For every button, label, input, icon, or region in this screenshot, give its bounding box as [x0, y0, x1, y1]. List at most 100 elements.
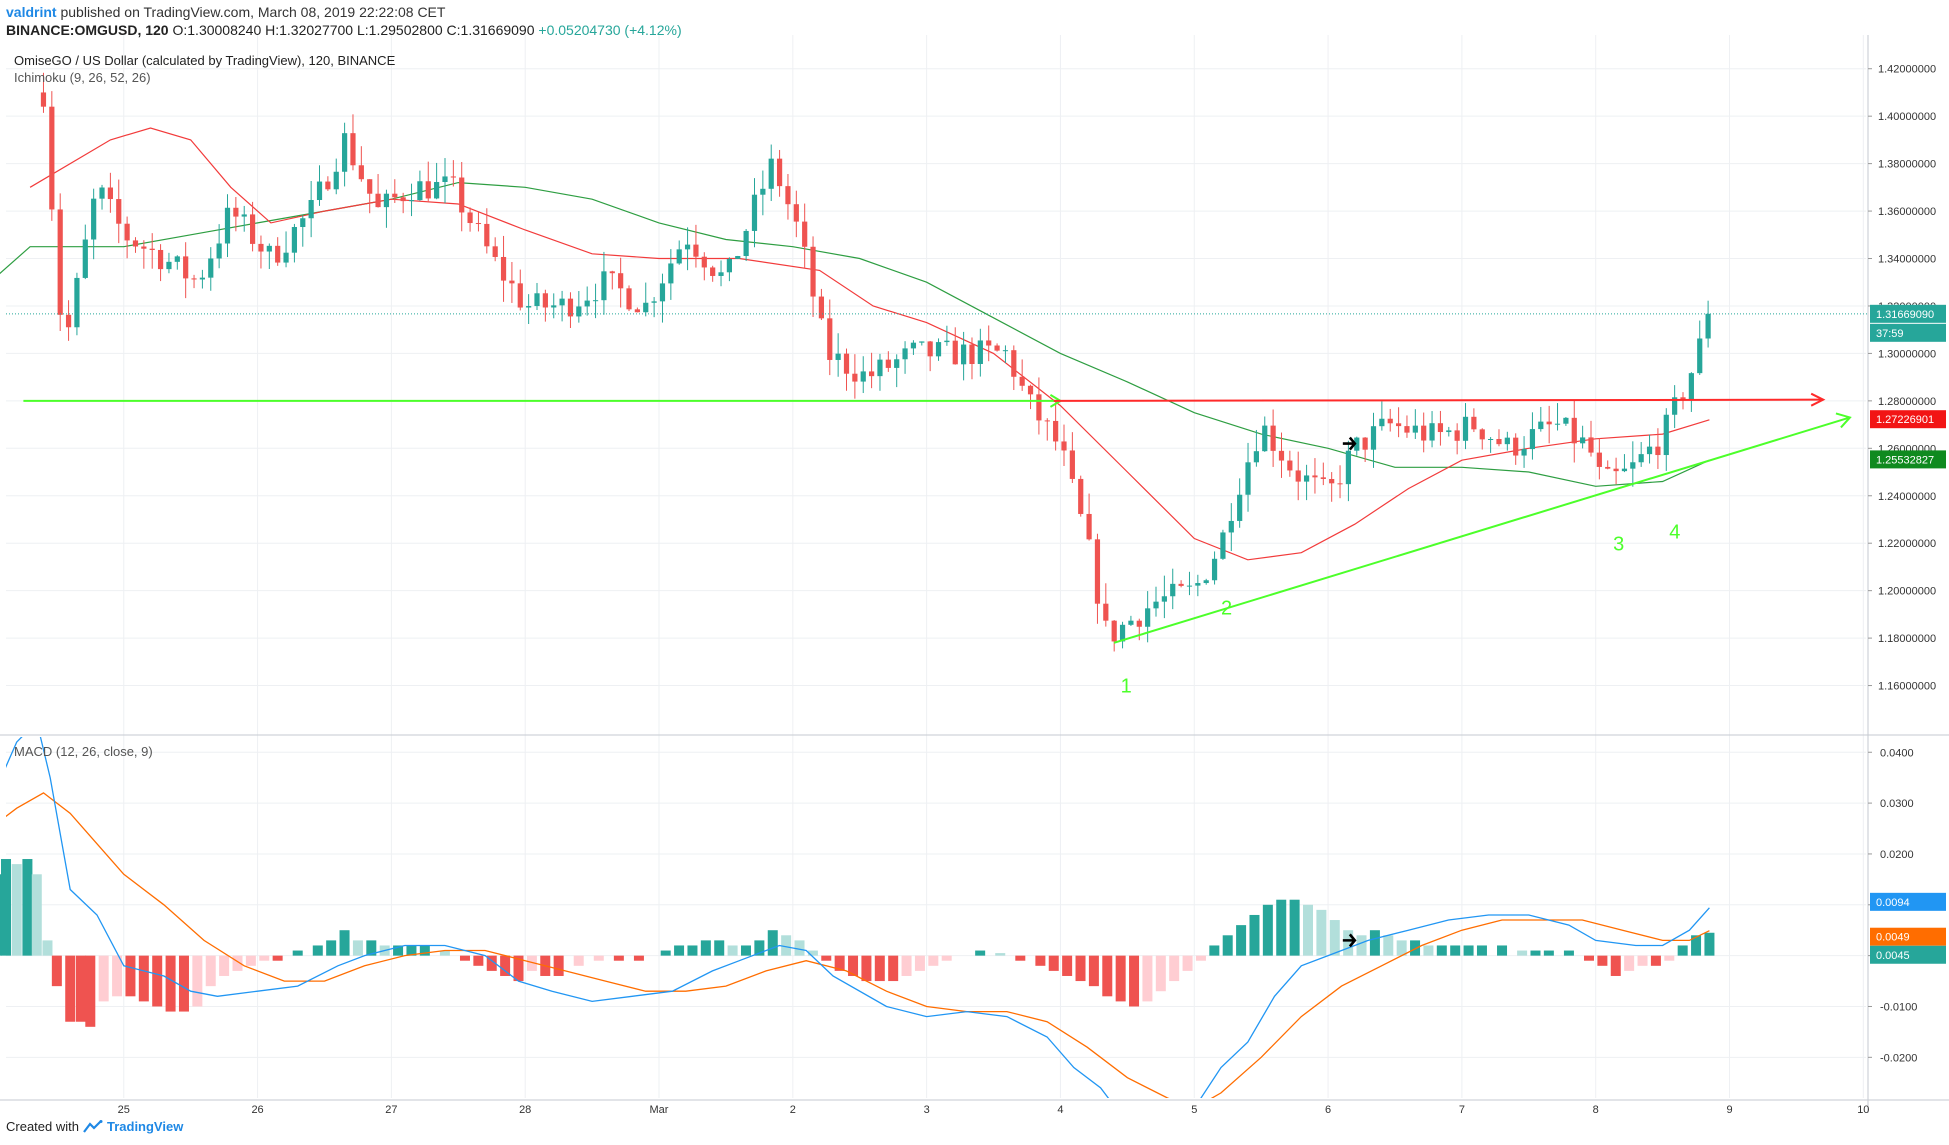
histogram-bar [660, 950, 671, 956]
candle [726, 257, 732, 282]
candle [1580, 425, 1586, 449]
histogram-bar [1543, 950, 1554, 956]
candle [517, 269, 523, 311]
histogram-bar [1236, 925, 1247, 956]
candle [994, 343, 1000, 352]
candle-body [852, 373, 858, 382]
histogram-bar [1182, 955, 1193, 971]
macd-legend[interactable]: MACD (12, 26, close, 9) [14, 744, 153, 759]
candle-body [417, 181, 423, 201]
candle [584, 286, 590, 316]
histogram-bar [1383, 935, 1394, 956]
published-text: published on TradingView.com, March 08, … [60, 4, 446, 20]
candle-body [592, 300, 599, 302]
time-tick-label: 25 [118, 1104, 130, 1116]
candle-body [517, 283, 523, 308]
symbol-label: BINANCE:OMGUSD, 120 [6, 22, 169, 38]
histogram-bar [687, 945, 698, 956]
candle [316, 165, 323, 206]
histogram-bar [1129, 955, 1140, 1007]
candle [383, 189, 390, 228]
candle [425, 161, 431, 202]
candle-body [1337, 483, 1343, 485]
candle-body [802, 221, 808, 247]
candle [659, 273, 666, 323]
footer: Created with TradingView [6, 1119, 183, 1134]
wave-label: 1 [1121, 676, 1132, 698]
candle [1429, 411, 1435, 448]
time-tick-label: 7 [1459, 1104, 1465, 1116]
candle [1253, 429, 1259, 467]
candle [1119, 621, 1126, 649]
candle [1638, 442, 1644, 467]
candle [1295, 451, 1301, 501]
candle [199, 269, 206, 289]
candle [40, 72, 47, 113]
candle-body [1295, 470, 1301, 482]
candle [818, 288, 825, 321]
candle-body [316, 181, 323, 201]
histogram-bar [1142, 955, 1153, 1002]
candle-body [1655, 446, 1661, 456]
histogram-bar [42, 940, 53, 956]
candle [1203, 578, 1209, 585]
candle [408, 183, 415, 217]
histogram-bar [928, 955, 939, 966]
candle-body [1471, 416, 1477, 430]
time-tick-label: 4 [1057, 1104, 1063, 1116]
candle [174, 255, 180, 270]
histogram-bar [1423, 945, 1434, 956]
histogram-bar [75, 955, 86, 1022]
candle [1404, 415, 1410, 438]
candle [743, 228, 749, 262]
candle [643, 282, 649, 317]
price-tick-label: 1.16000000 [1878, 681, 1936, 693]
candle [952, 327, 958, 365]
candle-body [333, 171, 339, 190]
tradingview-logo-icon [83, 1119, 103, 1133]
histogram-bar [1664, 955, 1675, 961]
histogram-bar [65, 955, 76, 1022]
ichimoku-legend[interactable]: Ichimoku (9, 26, 52, 26) [14, 70, 151, 85]
close-value: 1.31669090 [460, 22, 535, 38]
candle-body [149, 248, 155, 250]
candle-body [459, 177, 465, 213]
candle-body [735, 256, 741, 259]
candle [224, 194, 231, 258]
candle-body [82, 239, 88, 278]
macd-value-badge-bg [1870, 892, 1946, 911]
price-tick: 1.18000000 [1868, 633, 1936, 645]
candle-body [1395, 423, 1402, 427]
candle-body [1228, 520, 1234, 533]
histogram-bar [1476, 945, 1487, 956]
chart-title[interactable]: OmiseGO / US Dollar (calculated by Tradi… [14, 53, 396, 68]
candle [576, 291, 582, 323]
candle-body [567, 298, 574, 317]
candle [768, 144, 774, 202]
candle [1588, 420, 1594, 457]
candle [1044, 418, 1050, 441]
histogram-bar [975, 950, 986, 956]
author-name[interactable]: valdrint [6, 4, 57, 20]
candle-body [1345, 450, 1352, 485]
candle [291, 223, 298, 263]
candle-body [342, 133, 348, 172]
histogram-bar [727, 945, 738, 956]
candle [283, 231, 289, 268]
candle-body [684, 244, 691, 250]
candle-body [1488, 439, 1494, 441]
histogram-bar [1316, 909, 1327, 956]
histogram-bar [486, 955, 497, 971]
candle [434, 162, 440, 200]
candle-body [275, 245, 281, 263]
candle-body [49, 106, 55, 210]
candle [526, 294, 532, 325]
tradingview-brand[interactable]: TradingView [106, 1119, 184, 1134]
candle-body [65, 314, 72, 328]
histogram-bar [1369, 930, 1380, 956]
time-tick-label: 6 [1325, 1104, 1331, 1116]
histogram-bar [1624, 955, 1635, 971]
candle [718, 260, 724, 287]
candle [57, 193, 63, 331]
